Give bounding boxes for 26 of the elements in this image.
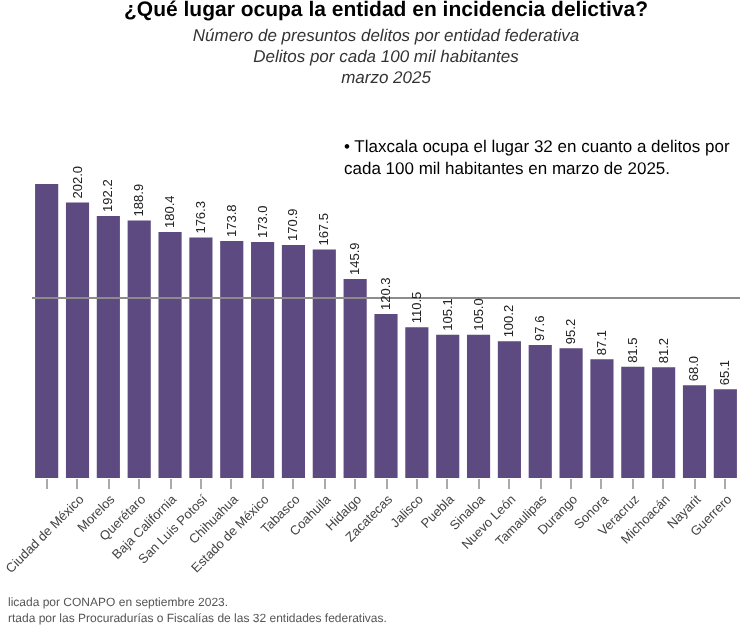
bar bbox=[281, 244, 306, 478]
bar bbox=[713, 389, 737, 478]
bar bbox=[35, 184, 59, 478]
bar bbox=[590, 359, 614, 478]
bar bbox=[158, 232, 182, 478]
bar bbox=[497, 341, 521, 478]
bar bbox=[436, 334, 460, 478]
bar bbox=[343, 279, 367, 478]
bar bbox=[405, 327, 429, 478]
bar bbox=[127, 220, 151, 478]
bar bbox=[96, 215, 120, 478]
bar bbox=[528, 344, 552, 478]
bar bbox=[65, 202, 90, 478]
bar bbox=[466, 334, 491, 478]
chart-title: ¿Qué lugar ocupa la entidad en incidencia delictiva? bbox=[124, 0, 648, 23]
bar bbox=[621, 366, 645, 478]
bar bbox=[652, 367, 676, 478]
chart-subtitle: Número de presuntos delitos por entidad federativa Delitos por cada 100 mil habitantes marzo 2025 bbox=[192, 25, 580, 88]
bar bbox=[251, 242, 275, 478]
text: • Tlaxcala ocupa el lugar 32 en cuanto a delitos por cada 100 mil habitantes en marzo de 2025. bbox=[344, 136, 732, 180]
bar bbox=[220, 241, 244, 478]
bar bbox=[682, 385, 707, 478]
bar bbox=[374, 313, 398, 478]
bar bbox=[559, 348, 583, 478]
bar bbox=[312, 249, 336, 478]
bar bbox=[189, 237, 213, 478]
